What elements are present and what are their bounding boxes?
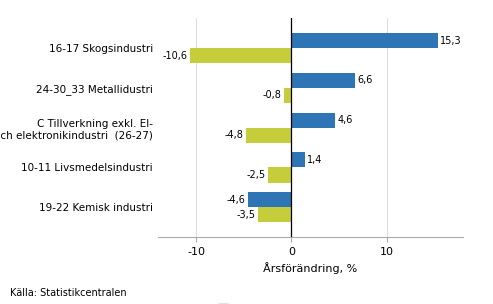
Bar [291,33,438,48]
Text: 4,6: 4,6 [338,115,353,125]
Text: 15,3: 15,3 [440,36,461,46]
Text: -3,5: -3,5 [237,210,256,220]
Text: Källa: Statistikcentralen: Källa: Statistikcentralen [10,288,127,298]
Text: 1,4: 1,4 [307,155,322,165]
Text: -4,6: -4,6 [226,195,245,205]
Text: -4,8: -4,8 [224,130,243,140]
Text: 6,6: 6,6 [357,75,372,85]
Bar [258,207,291,223]
Bar [291,73,354,88]
Text: -0,8: -0,8 [263,91,282,100]
Text: -2,5: -2,5 [246,170,265,180]
Bar [246,128,291,143]
Bar [268,168,291,183]
Bar [291,112,335,128]
Bar [284,88,291,103]
Bar [291,152,305,168]
Bar [247,192,291,207]
Bar [190,48,291,63]
X-axis label: Årsförändring, %: Årsförändring, % [263,262,358,274]
Text: -10,6: -10,6 [163,51,188,61]
